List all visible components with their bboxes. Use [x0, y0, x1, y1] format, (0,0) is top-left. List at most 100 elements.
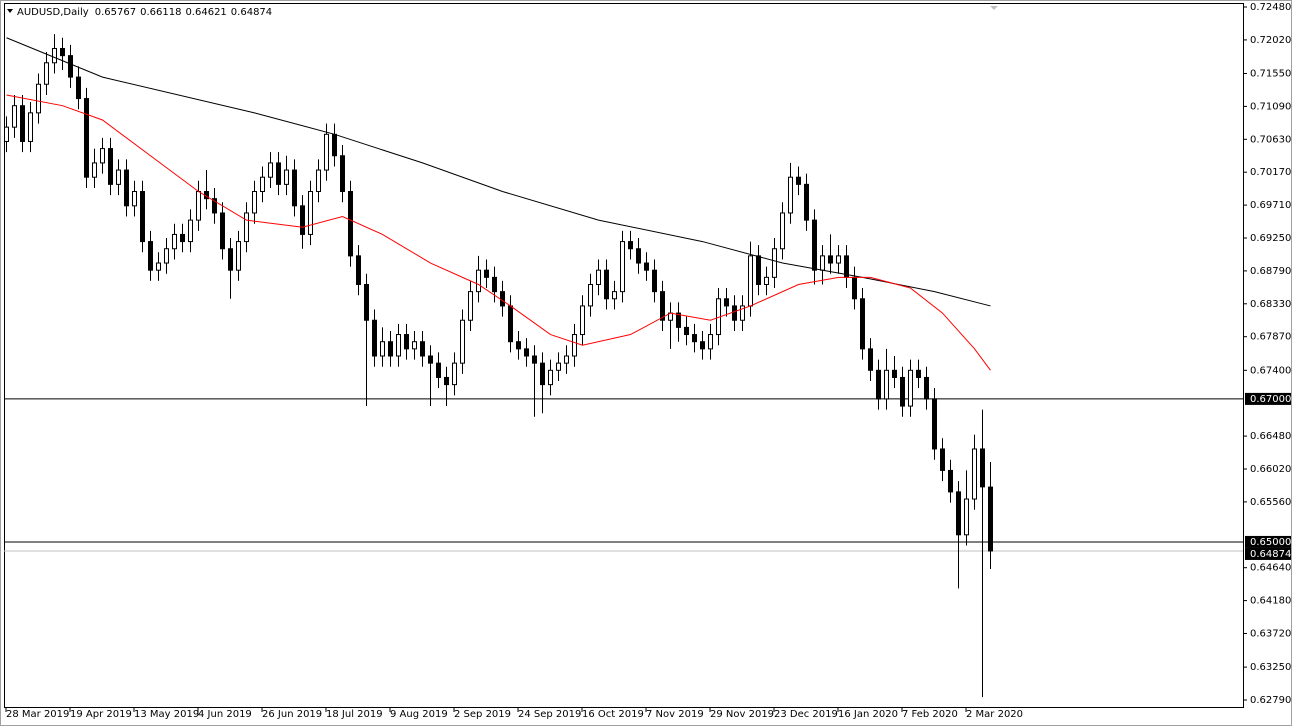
- candle-body: [36, 83, 41, 114]
- candle-body: [396, 334, 401, 357]
- candle-body: [540, 362, 545, 386]
- candle-body: [924, 376, 929, 400]
- candle-body: [332, 133, 337, 157]
- candle-body: [828, 255, 833, 264]
- candle-body: [644, 262, 649, 271]
- candle-body: [836, 255, 841, 264]
- price-label-box: [1245, 392, 1291, 405]
- candle-body: [364, 283, 369, 321]
- candle-body: [244, 212, 249, 243]
- y-tick-label: 0.72020: [1250, 35, 1291, 46]
- candle-body: [596, 269, 601, 285]
- candle-body: [516, 341, 521, 350]
- candle-body: [308, 191, 313, 235]
- x-tick-label: 9 Aug 2019: [390, 709, 448, 720]
- x-tick-label: 16 Oct 2019: [582, 709, 644, 720]
- price-label-box: [1245, 547, 1291, 560]
- x-tick-label: 7 Nov 2019: [646, 709, 704, 720]
- y-tick-label: 0.69710: [1250, 200, 1291, 211]
- candle-body: [12, 105, 17, 128]
- candle-body: [868, 348, 873, 371]
- candle-body: [940, 448, 945, 471]
- y-tick-label: 0.70170: [1250, 167, 1291, 178]
- candle-body: [780, 212, 785, 250]
- candle-body: [964, 498, 969, 536]
- y-tick-label: 0.69250: [1250, 233, 1291, 244]
- candle-body: [420, 341, 425, 357]
- candle-body: [548, 369, 553, 386]
- candle-body: [860, 298, 865, 350]
- candle-body: [700, 341, 705, 350]
- candle-body: [484, 269, 489, 278]
- candle-body: [44, 62, 49, 85]
- candle-body: [772, 248, 777, 278]
- y-tick-label: 0.70630: [1250, 134, 1291, 145]
- candle-body: [812, 219, 817, 271]
- x-tick-label: 4 Jun 2019: [198, 709, 252, 720]
- y-tick-label: 0.68330: [1250, 299, 1291, 310]
- candle-body: [748, 255, 753, 307]
- candle-body: [588, 283, 593, 307]
- candle-body: [980, 448, 985, 488]
- candle-body: [804, 183, 809, 221]
- y-tick-label: 0.67400: [1250, 365, 1291, 376]
- candle-body: [788, 176, 793, 214]
- y-tick-label: 0.64180: [1250, 596, 1291, 607]
- y-tick-label: 0.68790: [1250, 266, 1291, 277]
- menu-arrow[interactable]: [7, 9, 13, 13]
- candle-body: [580, 305, 585, 336]
- candle-body: [764, 276, 769, 285]
- candle-body: [572, 334, 577, 357]
- candle-body: [324, 133, 329, 171]
- y-tick-label: 0.65560: [1250, 497, 1291, 508]
- candle-body: [620, 241, 625, 293]
- candle-body: [196, 191, 201, 221]
- candle-body: [156, 262, 161, 271]
- candle-body: [252, 191, 257, 214]
- candle-body: [956, 491, 961, 536]
- candle-body: [652, 269, 657, 293]
- y-tick-label: 0.64640: [1250, 563, 1291, 574]
- candle-body: [444, 376, 449, 386]
- candle-body: [356, 255, 361, 285]
- candle-body: [740, 305, 745, 321]
- candle-body: [892, 369, 897, 378]
- y-tick-label: 0.72480: [1250, 2, 1291, 13]
- candle-body: [524, 348, 529, 357]
- candle-body: [284, 169, 289, 185]
- x-tick-label: 7 Feb 2020: [902, 709, 958, 720]
- chart-title: AUDUSD,Daily: [17, 7, 89, 18]
- candle-body: [212, 198, 217, 214]
- candle-body: [948, 469, 953, 493]
- candle-body: [388, 341, 393, 357]
- candle-body: [116, 169, 121, 185]
- candle-body: [52, 47, 57, 64]
- candle-body: [988, 486, 993, 552]
- candle-body: [132, 191, 137, 207]
- x-tick-label: 24 Sep 2019: [518, 709, 581, 720]
- candle-body: [236, 241, 241, 271]
- x-tick-label: 13 May 2019: [134, 709, 199, 720]
- candle-body: [108, 148, 113, 185]
- candle-body: [436, 362, 441, 378]
- candle-body: [100, 148, 105, 164]
- candle-body: [660, 291, 665, 321]
- plot-area: [4, 3, 1244, 708]
- shift-marker[interactable]: [990, 6, 998, 10]
- candle-body: [228, 248, 233, 271]
- candle-body: [756, 255, 761, 285]
- candle-body: [348, 191, 353, 257]
- candle-body: [692, 334, 697, 343]
- y-tick-label: 0.67870: [1250, 332, 1291, 343]
- y-tick-label: 0.63250: [1250, 662, 1291, 673]
- candle-body: [4, 126, 9, 142]
- candle-body: [276, 162, 281, 185]
- candle-body: [508, 305, 513, 343]
- candle-body: [628, 241, 633, 250]
- price-label: 0.65000: [1250, 537, 1291, 548]
- candle-body: [340, 155, 345, 193]
- candle-body: [28, 112, 33, 142]
- candle-body: [452, 362, 457, 386]
- candle-body: [532, 355, 537, 364]
